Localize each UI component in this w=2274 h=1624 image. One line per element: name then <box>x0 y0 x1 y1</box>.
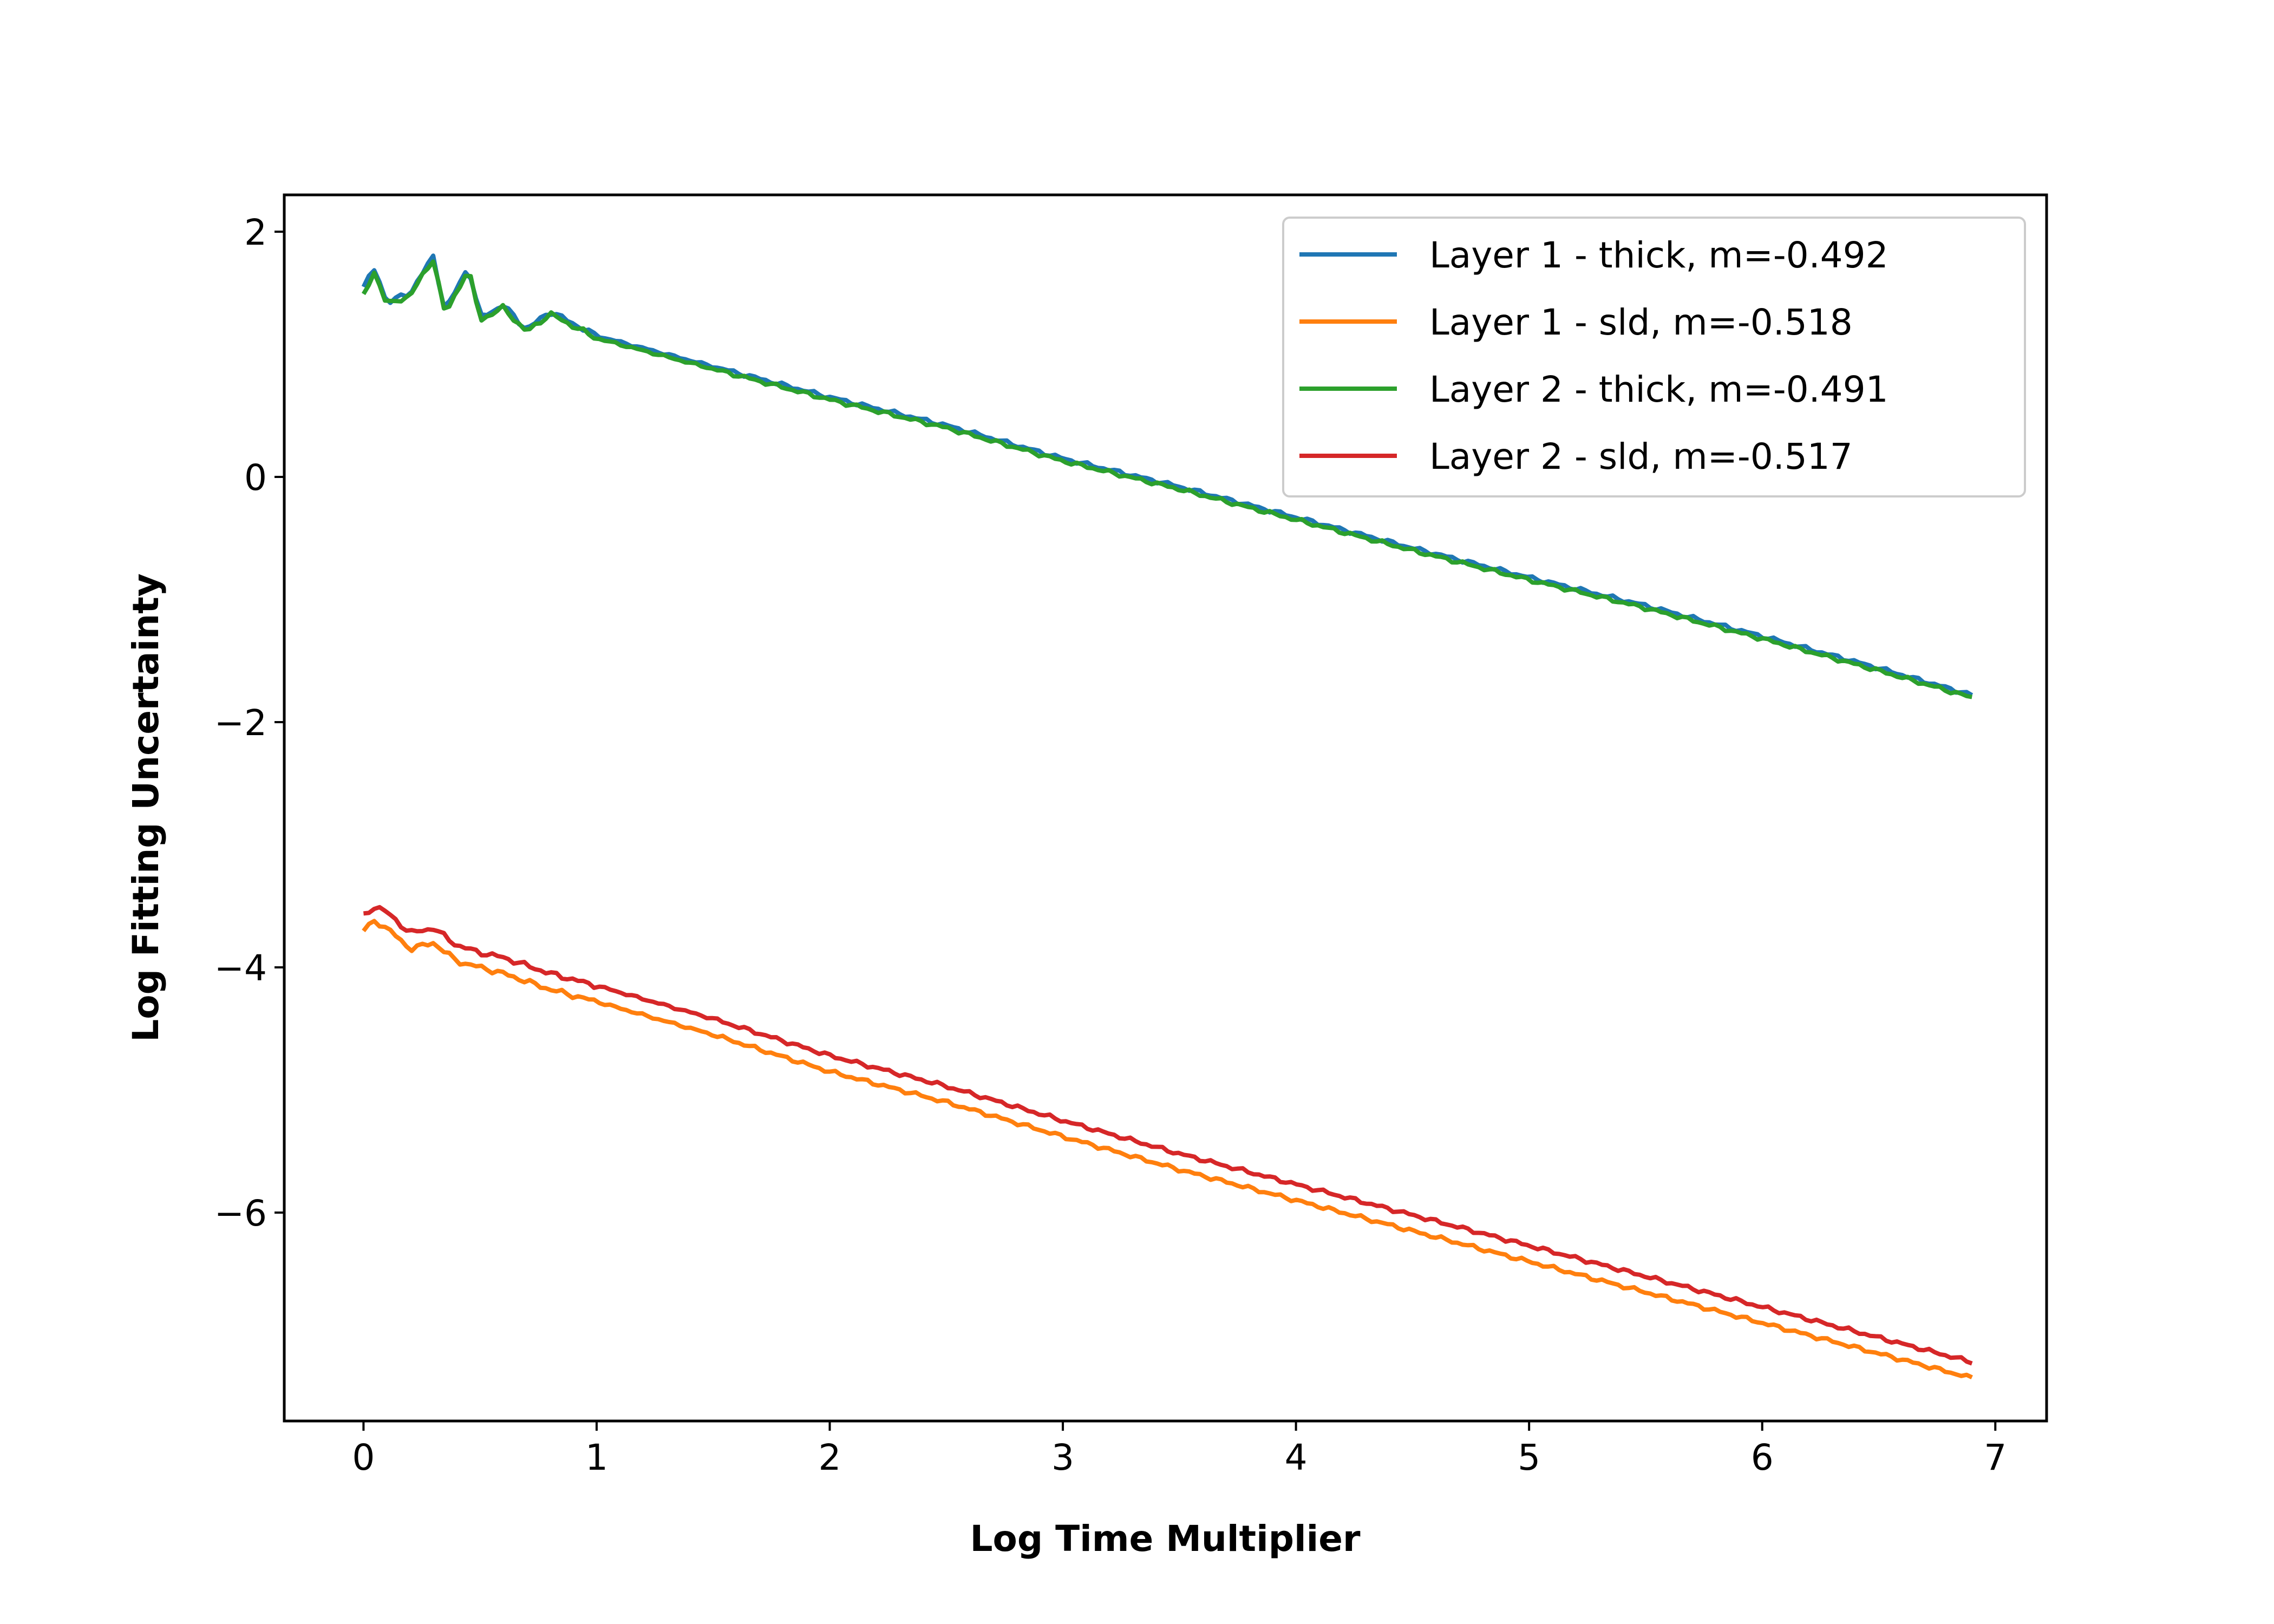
legend: Layer 1 - thick, m=-0.492 Layer 1 - sld,… <box>1282 217 2026 497</box>
y-tick-label: −2 <box>214 702 267 744</box>
legend-label-layer1-sld: Layer 1 - sld, m=-0.518 <box>1429 302 1853 343</box>
y-tick-label: 0 <box>244 457 267 499</box>
x-tick-label: 4 <box>1285 1437 1308 1478</box>
x-axis: 0 1 2 3 4 5 6 7 <box>352 1421 2007 1478</box>
x-tick-label: 2 <box>819 1437 841 1478</box>
x-tick-label: 0 <box>352 1437 375 1478</box>
x-tick-label: 6 <box>1751 1437 1774 1478</box>
y-tick-label: −6 <box>214 1193 267 1234</box>
series-line-layer2-sld <box>363 905 1973 1366</box>
plot-frame <box>283 193 2048 1423</box>
series-line-layer1-sld <box>362 919 1973 1380</box>
x-axis-label: Log Time Multiplier <box>970 1518 1360 1560</box>
series-line-layer2-thick <box>361 259 1972 699</box>
y-tick-label: 2 <box>244 212 267 253</box>
y-tick-label: −4 <box>214 947 267 989</box>
x-tick-label: 7 <box>1984 1437 2007 1478</box>
series-layer <box>361 253 1974 1380</box>
x-tick-label: 5 <box>1518 1437 1540 1478</box>
x-tick-label: 1 <box>585 1437 608 1478</box>
x-tick-label: 3 <box>1051 1437 1074 1478</box>
y-axis-label: Log Fitting Uncertainty <box>125 573 167 1042</box>
legend-label-layer1-thick: Layer 1 - thick, m=-0.492 <box>1429 234 1889 276</box>
legend-label-layer2-sld: Layer 2 - sld, m=-0.517 <box>1429 436 1853 477</box>
legend-label-layer2-thick: Layer 2 - thick, m=-0.491 <box>1429 369 1889 410</box>
y-axis: −6 −4 −2 0 2 <box>214 212 284 1234</box>
legend-frame <box>1282 217 2026 497</box>
